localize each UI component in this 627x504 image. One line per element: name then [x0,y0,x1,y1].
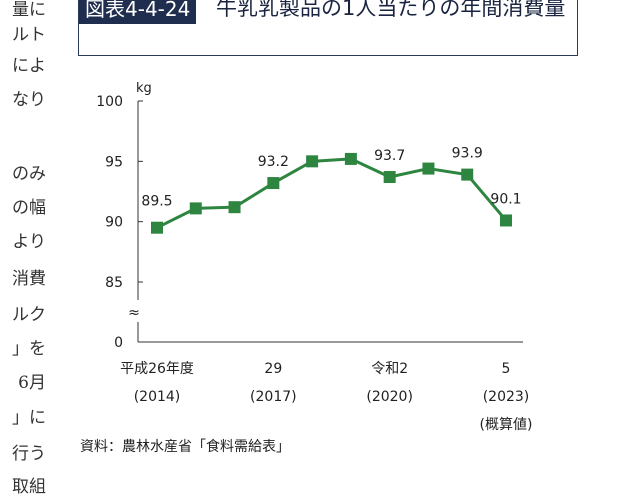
left-text-line: によ [12,56,46,76]
y-tick-label: 85 [105,275,123,291]
data-point-marker [422,162,435,175]
left-text-line: の幅 [12,198,46,218]
data-point-marker [189,202,202,215]
axis-break-symbol: ≈ [128,305,140,321]
data-point-marker [461,168,474,181]
y-tick-label: 100 [96,94,123,110]
x-tick-label: 平成26年度 [120,361,194,377]
left-text-line: 消費 [12,269,46,289]
x-tick-label: 29 [264,361,282,377]
figure-title: 牛乳乳製品の1人当たりの年間消費量 [216,0,566,20]
x-tick-label: (2017) [250,389,297,405]
data-label: 93.9 [452,146,483,162]
x-tick-label: 5 [502,361,511,377]
data-point-marker [228,201,241,214]
left-text-line: 6月 [18,373,46,393]
left-text-line: 量に [12,0,46,20]
y-tick-label: 95 [105,154,123,170]
left-text-line: 行う [12,444,46,464]
y-unit-label: kg [136,81,152,96]
y-tick-label: 90 [105,215,123,231]
data-point-marker [383,171,396,184]
x-tick-label: (概算値) [480,417,533,433]
figure-number: 図表4-4-24 [79,0,197,24]
left-text-line: ルク [12,305,46,325]
x-tick-label: (2023) [483,389,530,405]
left-text-line: のみ [12,164,46,184]
data-point-marker [151,221,163,234]
left-text-line: 取組 [12,477,46,497]
data-point-marker [267,177,280,190]
left-text-line: ルト [12,25,46,45]
left-text-line: 」を [12,339,46,359]
x-tick-label: 令和2 [371,361,408,377]
x-tick-label: (2020) [366,389,413,405]
y-tick-label: 0 [114,335,123,351]
data-label: 89.5 [141,194,172,210]
data-label: 90.1 [490,191,521,207]
x-tick-label: (2014) [134,389,181,405]
left-text-line: 」に [12,408,46,428]
data-point-marker [344,152,357,165]
left-text-line: なり [12,90,46,110]
source-note: 資料：農林水産省「食料需給表」 [80,439,290,455]
left-body-text: 量にルトによなりのみの幅より消費ルク」を 6月」に行う取組 [0,0,46,504]
data-point-marker [500,214,512,227]
data-label: 93.7 [374,148,405,164]
figure-title-box: 図表4-4-24 牛乳乳製品の1人当たりの年間消費量 [78,0,578,56]
series-line [156,157,508,230]
left-text-line: より [12,232,46,252]
data-label: 93.2 [258,154,289,170]
data-point-marker [306,155,319,168]
